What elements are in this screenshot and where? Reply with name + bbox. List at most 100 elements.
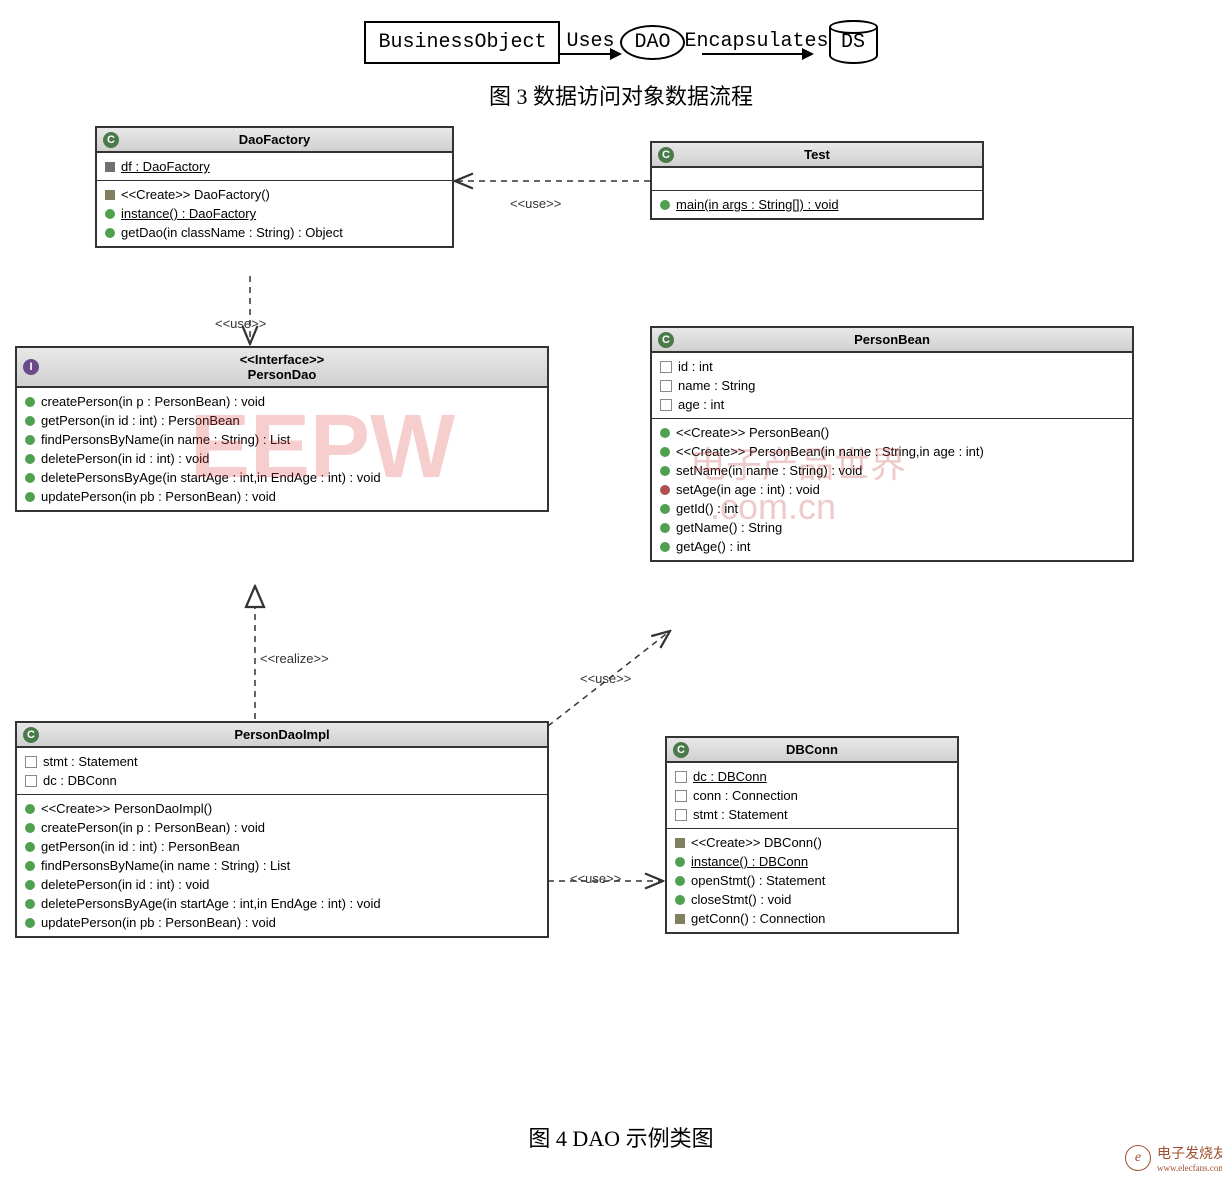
member-text: deletePersonsByAge(in startAge : int,in … (41, 896, 381, 911)
class-title: DBConn (675, 742, 949, 757)
member-text: getAge() : int (676, 539, 750, 554)
uml-section: <<Create>> PersonDaoImpl()createPerson(i… (17, 795, 547, 936)
visibility-icon (25, 473, 35, 483)
member-text: openStmt() : Statement (691, 873, 825, 888)
uml-member: dc : DBConn (675, 767, 949, 786)
footer-logo: e 电子发烧友 www.elecfans.com (1125, 1143, 1222, 1173)
visibility-icon (675, 857, 685, 867)
member-text: df : DaoFactory (121, 159, 210, 174)
uml-section: dc : DBConn conn : Connection stmt : State… (667, 763, 957, 829)
uml-member: stmt : Statement (25, 752, 539, 771)
uml-member: deletePersonsByAge(in startAge : int,in … (25, 894, 539, 913)
visibility-icon (675, 771, 687, 783)
member-text: getId() : int (676, 501, 738, 516)
business-object-box: BusinessObject (364, 21, 560, 64)
class-title: PersonBean (660, 332, 1124, 347)
visibility-icon (675, 809, 687, 821)
member-text: stmt : Statement (693, 807, 788, 822)
uml-member: findPersonsByName(in name : String) : Li… (25, 430, 539, 449)
member-text: deletePerson(in id : int) : void (41, 451, 209, 466)
uml-class-test: CTestmain(in args : String[]) : void (650, 141, 984, 220)
visibility-icon (25, 397, 35, 407)
uml-connectors (10, 126, 1210, 1106)
visibility-icon (25, 861, 35, 871)
uml-diagram-area: EEPW 电子产品世界 .com.cn <<use>> <<use>> <<re… (10, 126, 1210, 1106)
interface-icon: I (23, 359, 39, 375)
visibility-icon (25, 804, 35, 814)
footer-logo-icon: e (1125, 1145, 1151, 1171)
dao-oval: DAO (620, 25, 684, 60)
uml-member: updatePerson(in pb : PersonBean) : void (25, 913, 539, 932)
visibility-icon (675, 914, 685, 924)
visibility-icon (675, 895, 685, 905)
uml-member: deletePersonsByAge(in startAge : int,in … (25, 468, 539, 487)
uml-section: createPerson(in p : PersonBean) : voidge… (17, 388, 547, 510)
uml-member: getAge() : int (660, 537, 1124, 556)
uml-section: <<Create>> PersonBean() <<Create>> Person… (652, 419, 1132, 560)
visibility-icon (660, 466, 670, 476)
visibility-icon (660, 380, 672, 392)
visibility-icon (25, 842, 35, 852)
member-text: dc : DBConn (693, 769, 767, 784)
member-text: <<Create>> PersonDaoImpl() (41, 801, 212, 816)
uml-member: <<Create>> DaoFactory() (105, 185, 444, 204)
uml-member: instance() : DBConn (675, 852, 949, 871)
uml-member: df : DaoFactory (105, 157, 444, 176)
uml-member: <<Create>> PersonBean(in name : String,i… (660, 442, 1124, 461)
visibility-icon (660, 504, 670, 514)
visibility-icon (675, 838, 685, 848)
member-text: <<Create>> PersonBean() (676, 425, 829, 440)
member-text: conn : Connection (693, 788, 798, 803)
rel-label-use: <<use>> (580, 671, 631, 686)
visibility-icon (25, 918, 35, 928)
uml-member: <<Create>> PersonBean() (660, 423, 1124, 442)
class-title: DaoFactory (105, 132, 444, 147)
uml-class-header: CPersonDaoImpl (17, 723, 547, 748)
visibility-icon (660, 200, 670, 210)
uml-member: getPerson(in id : int) : PersonBean (25, 837, 539, 856)
uml-class-personBean: CPersonBeanid : intname : Stringage : in… (650, 326, 1134, 562)
member-text: <<Create>> DaoFactory() (121, 187, 270, 202)
rel-label-use: <<use>> (570, 871, 621, 886)
uml-member: deletePerson(in id : int) : void (25, 449, 539, 468)
uml-class-personDao: I<<Interface>>PersonDao createPerson(in p… (15, 346, 549, 512)
uml-section: <<Create>> DaoFactory() instance() : DaoF… (97, 181, 452, 246)
visibility-icon (25, 880, 35, 890)
member-text: deletePersonsByAge(in startAge : int,in … (41, 470, 381, 485)
visibility-icon (105, 162, 115, 172)
arrow-label: Uses (566, 30, 614, 53)
encapsulates-arrow: Encapsulates (685, 30, 829, 55)
member-text: id : int (678, 359, 713, 374)
uml-member: setAge(in age : int) : void (660, 480, 1124, 499)
member-text: setAge(in age : int) : void (676, 482, 820, 497)
member-text: setName(in name : String) : void (676, 463, 862, 478)
uml-member: getId() : int (660, 499, 1124, 518)
member-text: getName() : String (676, 520, 782, 535)
uml-member: instance() : DaoFactory (105, 204, 444, 223)
figure-4-caption: 图 4 DAO 示例类图 (10, 1121, 1222, 1153)
visibility-icon (660, 485, 670, 495)
uml-section: id : intname : Stringage : int (652, 353, 1132, 419)
uml-member: main(in args : String[]) : void (660, 195, 974, 214)
uml-section (652, 168, 982, 191)
uml-member: deletePerson(in id : int) : void (25, 875, 539, 894)
class-title: PersonDao (25, 367, 539, 382)
uml-member: openStmt() : Statement (675, 871, 949, 890)
top-flow-diagram: BusinessObject Uses DAO Encapsulates DS (10, 20, 1222, 64)
class-icon: C (658, 147, 674, 163)
member-text: instance() : DaoFactory (121, 206, 256, 221)
visibility-icon (675, 876, 685, 886)
uml-member: conn : Connection (675, 786, 949, 805)
uml-member: getName() : String (660, 518, 1124, 537)
uses-arrow: Uses (560, 30, 620, 55)
footer-text: 电子发烧友 (1157, 1143, 1222, 1163)
figure-3-caption: 图 3 数据访问对象数据流程 (10, 79, 1222, 111)
member-text: getConn() : Connection (691, 911, 825, 926)
stereotype-label: <<Interface>> (25, 352, 539, 367)
uml-member: stmt : Statement (675, 805, 949, 824)
uml-member: id : int (660, 357, 1124, 376)
visibility-icon (660, 428, 670, 438)
visibility-icon (25, 775, 37, 787)
member-text: getDao(in className : String) : Object (121, 225, 343, 240)
rel-label-realize: <<realize>> (260, 651, 329, 666)
